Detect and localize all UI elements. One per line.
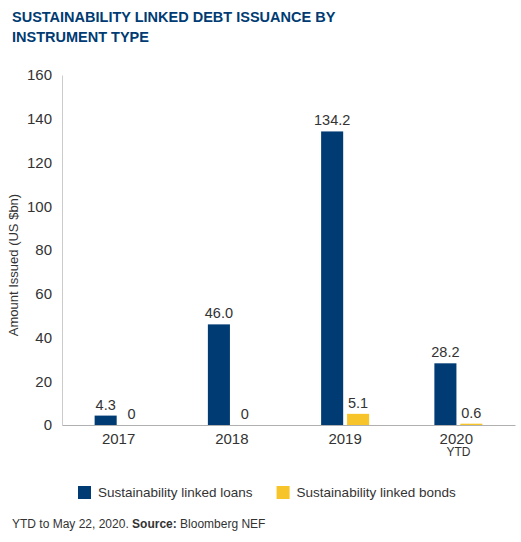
y-tick: 20 [35, 373, 62, 390]
x-tick-label: 2019 [328, 430, 361, 447]
data-label: 5.1 [348, 395, 368, 411]
x-axis-line [63, 425, 516, 426]
title: SUSTAINABILITY LINKED DEBT ISSUANCE BY I… [12, 9, 339, 45]
x-tick: 2020 YTD [440, 425, 478, 459]
data-label: 0 [241, 406, 249, 422]
annotation: YTD to May 22, 2020. [12, 517, 129, 531]
y-tick-label: 160 [27, 66, 52, 83]
data-label: 4.3 [96, 397, 116, 413]
data-label: 0.6 [461, 405, 481, 421]
x-tick-label: 2020 YTD [440, 430, 478, 459]
x-axis: 2017 2018 2019 2020 YTD [63, 425, 516, 459]
y-tick: 140 [27, 110, 62, 127]
footnote: YTD to May 22, 2020. Source: Bloomberg N… [12, 517, 265, 531]
y-tick-label: 0 [44, 416, 52, 433]
y-tick: 100 [27, 198, 62, 215]
x-tick: 2018 [215, 425, 248, 447]
y-tick: 0 [44, 416, 62, 433]
legend-swatch [78, 486, 91, 499]
legend-item: Sustainability linked bonds [277, 485, 456, 500]
y-tick: 60 [35, 285, 62, 302]
y-axis: 0 20 40 60 80 100 120 140 160 [27, 66, 63, 433]
x-tick: 2019 [328, 425, 361, 447]
chart: SUSTAINABILITY LINKED DEBT ISSUANCE BY I… [0, 0, 521, 542]
data-label: 28.2 [431, 344, 459, 360]
y-tick-label: 40 [35, 329, 52, 346]
bar [208, 324, 230, 425]
legend-item: Sustainability linked loans [78, 485, 253, 500]
annotation: Source: [129, 517, 177, 531]
y-tick-label: 20 [35, 373, 52, 390]
series [95, 131, 457, 425]
bar [460, 424, 482, 425]
legend-label: Sustainability linked loans [98, 485, 253, 500]
x-tick: 2017 [102, 425, 135, 447]
y-tick: 160 [27, 66, 62, 83]
bar [95, 416, 117, 425]
y-tick-label: 60 [35, 285, 52, 302]
legend: Sustainability linked loans Sustainabilit… [78, 485, 456, 500]
data-label: 46.0 [205, 305, 233, 321]
data-labels: 4.3 46.0 134.2 28.2 0 0 5.1 0.6 [96, 112, 482, 422]
bar [434, 363, 456, 425]
annotation: Bloomberg NEF [177, 517, 266, 531]
legend-label: Sustainability linked bonds [297, 485, 456, 500]
bars [95, 131, 483, 425]
y-tick-label: 80 [35, 241, 52, 258]
data-label: 134.2 [314, 112, 350, 128]
y-tick: 120 [27, 154, 62, 171]
data-label: 0 [128, 406, 136, 422]
y-tick-label: 120 [27, 154, 52, 171]
y-axis-line [62, 76, 63, 426]
x-tick-label: 2017 [102, 430, 135, 447]
bar [347, 414, 369, 425]
y-tick-label: 100 [27, 198, 52, 215]
x-tick-label: 2018 [215, 430, 248, 447]
y-tick: 80 [35, 241, 62, 258]
y-tick-label: 140 [27, 110, 52, 127]
y-axis-title: Amount Issued (US $bn) [6, 194, 21, 336]
legend-swatch [277, 486, 290, 499]
y-tick: 40 [35, 329, 62, 346]
bar [321, 131, 343, 425]
